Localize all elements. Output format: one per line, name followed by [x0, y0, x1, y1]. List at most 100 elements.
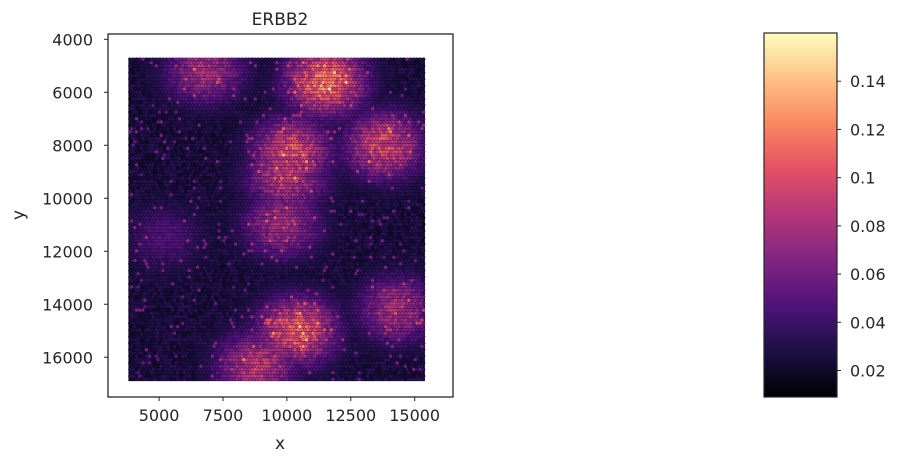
- spot: [354, 166, 358, 170]
- spot: [232, 133, 236, 137]
- spot: [172, 186, 177, 190]
- spot: [250, 123, 254, 128]
- spot: [407, 74, 411, 78]
- spot: [408, 156, 413, 161]
- spot: [228, 212, 233, 217]
- spot: [246, 202, 251, 207]
- spot: [240, 235, 244, 240]
- spot: [344, 120, 348, 124]
- spot: [260, 83, 264, 88]
- spot: [400, 87, 404, 91]
- spot: [154, 103, 159, 108]
- spot: [227, 169, 231, 174]
- spot: [375, 70, 380, 75]
- spot: [286, 123, 291, 128]
- spot: [233, 64, 238, 68]
- spot: [405, 156, 409, 161]
- spot: [367, 219, 371, 223]
- spot: [189, 140, 193, 144]
- spot: [415, 215, 419, 220]
- spot: [403, 74, 408, 78]
- spot: [288, 153, 292, 157]
- spot: [327, 239, 332, 243]
- spot: [405, 182, 409, 187]
- spot: [233, 57, 238, 62]
- spot: [329, 196, 333, 200]
- spot: [349, 70, 353, 75]
- spot: [237, 209, 241, 213]
- spot: [162, 212, 167, 217]
- spot: [312, 57, 317, 62]
- spot: [152, 232, 157, 236]
- spot: [387, 159, 391, 164]
- spot: [352, 130, 357, 134]
- spot: [194, 149, 198, 154]
- spot: [185, 107, 190, 111]
- spot: [228, 100, 233, 104]
- spot: [284, 100, 289, 104]
- spot: [199, 206, 203, 210]
- spot: [128, 130, 132, 134]
- spot: [337, 113, 342, 118]
- spot: [311, 199, 315, 203]
- spot: [197, 136, 201, 141]
- spot: [261, 186, 266, 190]
- spot: [147, 209, 152, 213]
- spot: [349, 196, 353, 200]
- spot: [263, 123, 267, 128]
- spot: [329, 116, 333, 121]
- spot: [362, 130, 366, 134]
- spot: [279, 136, 284, 141]
- spot: [279, 97, 284, 101]
- spot: [162, 192, 167, 197]
- spot: [370, 212, 375, 217]
- spot: [377, 173, 381, 177]
- spot: [322, 215, 327, 220]
- spot: [354, 87, 358, 91]
- spot: [129, 74, 134, 78]
- spot: [380, 60, 385, 65]
- spot: [383, 113, 388, 118]
- spot: [133, 179, 137, 184]
- spot: [393, 166, 398, 170]
- spot: [136, 199, 140, 203]
- spot: [134, 143, 139, 147]
- spot: [341, 107, 345, 111]
- spot: [293, 70, 297, 75]
- spot: [314, 166, 319, 170]
- spot: [230, 163, 234, 167]
- spot: [199, 113, 203, 118]
- spot: [410, 100, 414, 104]
- spot: [289, 182, 294, 187]
- spot: [374, 67, 378, 71]
- spot: [245, 120, 249, 124]
- spot: [185, 67, 190, 71]
- spot: [209, 239, 213, 243]
- spot: [370, 219, 375, 223]
- spot: [372, 110, 376, 114]
- spot: [139, 206, 144, 210]
- spot: [350, 60, 355, 65]
- spot: [352, 57, 357, 62]
- spot: [161, 57, 165, 62]
- spot: [202, 219, 206, 223]
- spot: [222, 133, 226, 137]
- spot: [289, 235, 294, 240]
- spot: [133, 126, 137, 131]
- spot: [139, 113, 144, 118]
- spot: [312, 83, 317, 88]
- spot: [383, 232, 388, 236]
- spot: [306, 103, 310, 108]
- spot: [195, 93, 200, 98]
- spot: [279, 149, 284, 154]
- spot: [369, 156, 373, 161]
- spot: [304, 219, 309, 223]
- spot: [192, 126, 197, 131]
- spot: [146, 60, 150, 65]
- spot: [326, 189, 330, 194]
- spot: [408, 143, 413, 147]
- spot: [291, 199, 296, 203]
- spot: [143, 74, 147, 78]
- spot: [260, 189, 264, 194]
- spot: [238, 113, 243, 118]
